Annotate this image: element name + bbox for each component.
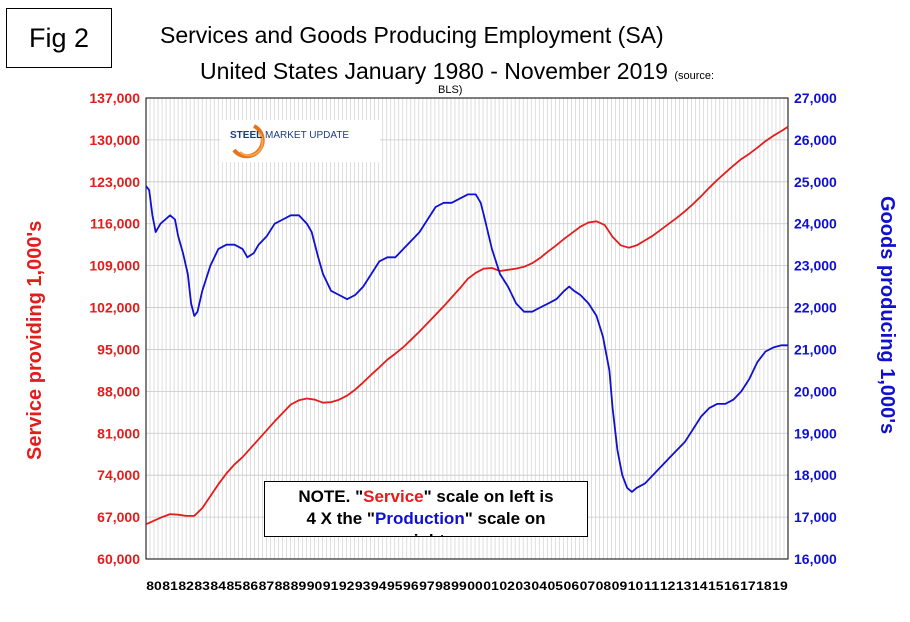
x-tick-label: 03	[515, 579, 531, 593]
x-tick-label: 06	[564, 579, 580, 593]
x-tick-label: 09	[612, 579, 628, 593]
x-tick-label: 02	[499, 579, 515, 593]
steel-market-update-logo: STEEL MARKET UPDATE	[220, 120, 380, 162]
x-tick-label: 85	[227, 579, 243, 593]
x-tick-label: 00	[467, 579, 483, 593]
x-tick-label: 89	[291, 579, 307, 593]
series-lines	[145, 125, 789, 526]
x-tick-label: 11	[644, 579, 660, 593]
x-tick-label: 08	[596, 579, 612, 593]
grid-vertical	[149, 98, 785, 559]
right-tick-label: 26,000	[794, 132, 837, 148]
logo-text: STEEL MARKET UPDATE	[230, 130, 349, 141]
y-axis-label-left: Service providing 1,000's	[24, 220, 46, 460]
x-tick-label: 97	[419, 579, 435, 593]
left-tick-label: 74,000	[97, 467, 140, 483]
chart-title-line1: Services and Goods Producing Employment …	[160, 22, 664, 48]
grid-horizontal	[146, 139, 788, 518]
note-l2c: " scale on	[464, 509, 546, 528]
left-tick-label: 81,000	[97, 425, 140, 441]
x-tick-label: 17	[740, 579, 756, 593]
x-tick-label: 16	[724, 579, 740, 593]
note-service-word: Service	[363, 487, 424, 506]
x-tick-label: 05	[548, 579, 564, 593]
right-tick-label: 23,000	[794, 258, 837, 274]
x-tick-label: 81	[162, 579, 178, 593]
x-tick-label: 18	[756, 579, 772, 593]
figure-label: Fig 2	[6, 8, 112, 68]
x-tick-label: 19	[772, 579, 788, 593]
chart-title-line2: United States January 1980 - November 20…	[200, 58, 714, 85]
x-tick-label: 04	[531, 579, 547, 593]
left-tick-label: 60,000	[97, 551, 140, 567]
x-tick-label: 93	[355, 579, 371, 593]
x-axis-ticks: 80 81 82 83 84 85 86 87 88 89 90 91 92 93 94 95 96 97 98 99…	[146, 579, 788, 593]
right-axis-ticks: 16,000 17,000 18,000 19,000 20,000 21,000 22,0…	[794, 90, 837, 567]
right-tick-label: 21,000	[794, 341, 837, 357]
chart-source-part1: (source:	[674, 70, 715, 82]
x-tick-label: 88	[275, 579, 291, 593]
note-line1: NOTE. "Service" scale on left is	[265, 486, 587, 508]
x-tick-label: 07	[580, 579, 596, 593]
note-line2: 4 X the "Production" scale on	[265, 508, 587, 530]
left-tick-label: 109,000	[89, 258, 140, 274]
left-axis-ticks: 60,000 67,000 74,000 81,000 88,000 95,000 102,…	[89, 90, 140, 567]
x-tick-label: 83	[194, 579, 210, 593]
left-tick-label: 102,000	[89, 300, 140, 316]
note-box: NOTE. "Service" scale on left is 4 X the…	[264, 481, 588, 537]
right-tick-label: 24,000	[794, 216, 837, 232]
right-tick-label: 22,000	[794, 300, 837, 316]
x-tick-label: 96	[403, 579, 419, 593]
chart-source-part2: BLS)	[438, 84, 463, 96]
x-tick-label: 84	[210, 579, 226, 593]
right-tick-label: 25,000	[794, 174, 837, 190]
note-l1a: NOTE. "	[298, 487, 364, 506]
x-tick-label: 87	[259, 579, 275, 593]
right-tick-label: 17,000	[794, 509, 837, 525]
x-tick-label: 01	[483, 579, 499, 593]
left-tick-label: 137,000	[89, 90, 140, 106]
logo-text-bold: STEEL	[230, 130, 263, 141]
note-l1c: " scale on left is	[423, 487, 554, 506]
x-tick-label: 94	[371, 579, 387, 593]
note-production-word: Production	[374, 509, 465, 528]
x-tick-label: 92	[339, 579, 355, 593]
production-series-line	[145, 185, 788, 493]
left-tick-label: 116,000	[90, 216, 140, 232]
x-tick-label: 13	[676, 579, 692, 593]
right-tick-label: 27,000	[794, 90, 837, 106]
x-tick-label: 82	[178, 579, 194, 593]
x-tick-label: 98	[435, 579, 451, 593]
x-tick-label: 90	[307, 579, 323, 593]
x-tick-label: 10	[628, 579, 644, 593]
right-tick-label: 18,000	[794, 467, 837, 483]
right-tick-label: 19,000	[794, 425, 837, 441]
x-tick-label: 99	[451, 579, 467, 593]
left-tick-label: 130,000	[89, 132, 140, 148]
x-tick-label: 14	[692, 579, 708, 593]
x-tick-label: 91	[323, 579, 339, 593]
logo-text-rest: MARKET UPDATE	[262, 130, 350, 141]
x-tick-label: 86	[243, 579, 259, 593]
service-series-line	[145, 125, 789, 526]
plot-frame	[145, 97, 789, 560]
left-tick-label: 95,000	[97, 341, 140, 357]
note-l2a: 4 X the "	[306, 509, 375, 528]
left-tick-label: 67,000	[97, 509, 140, 525]
left-tick-label: 88,000	[97, 383, 140, 399]
x-tick-label: 80	[146, 579, 162, 593]
chart-title-line2-text: United States January 1980 - November 20…	[200, 58, 668, 84]
right-tick-label: 16,000	[794, 551, 837, 567]
x-tick-label: 95	[387, 579, 403, 593]
logo-swoosh-icon	[232, 124, 265, 159]
x-tick-label: 12	[660, 579, 676, 593]
left-tick-label: 123,000	[89, 174, 140, 190]
y-axis-label-right: Goods producing 1,000's	[876, 196, 898, 435]
right-tick-label: 20,000	[794, 383, 837, 399]
x-tick-label: 15	[708, 579, 724, 593]
note-line3: right	[265, 530, 587, 536]
